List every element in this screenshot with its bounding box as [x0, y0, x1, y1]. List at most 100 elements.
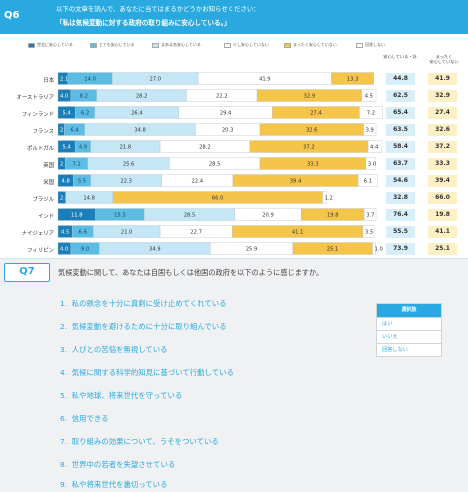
- country-label: フランス: [32, 128, 54, 135]
- reassured-total-value: 54.6: [386, 174, 415, 187]
- q7-item: 5. 私や地球、将来世代を守っている: [60, 391, 183, 400]
- bar-value-label: 9.0: [81, 247, 89, 253]
- bar-segment: [364, 208, 377, 221]
- country-label: フィンランド: [21, 111, 54, 118]
- bar-value-label: 22.3: [120, 179, 132, 185]
- legend-label: とても安心している: [99, 42, 135, 47]
- choices-header: 選択肢: [377, 304, 441, 317]
- bar-value-label: 41.1: [292, 230, 304, 236]
- bar-value-label: 6.1: [364, 179, 372, 185]
- bar-segment: [357, 174, 378, 187]
- bar-value-label: 20.9: [262, 213, 274, 219]
- q7-question: 気候変動に関して、あなたは自国もしくは他国の政府を以下のように感じますか。: [58, 268, 324, 277]
- legend-item: とても安心している: [90, 40, 135, 50]
- legend-swatch: [90, 42, 97, 48]
- bar-value-label: 1.2: [325, 196, 333, 202]
- bar-value-label: 6.2: [81, 111, 89, 117]
- bar-value-label: 28.5: [209, 162, 221, 168]
- reassured-total-value: 62.5: [386, 89, 415, 102]
- country-label: 米国: [43, 179, 54, 186]
- legend-swatch: [356, 42, 363, 48]
- bar-value-label: 3.5: [365, 230, 373, 236]
- bar-value-label: 25.9: [246, 247, 258, 253]
- column-header-reassured-total: 安心している・計: [383, 54, 417, 59]
- not-reassured-value: 25.1: [428, 242, 457, 255]
- bar-value-label: 66.0: [212, 196, 224, 202]
- country-label: インド: [37, 213, 54, 220]
- bar-value-label: 4.5: [61, 230, 69, 236]
- q7-item: 9. 私や将来世代を裏切っている: [60, 480, 168, 489]
- legend-label: 少し安心していない: [233, 42, 269, 47]
- bar-segment: [359, 106, 383, 119]
- country-label: 英国: [43, 162, 54, 169]
- q7-item: 3. 人びとの苦悩を無視している: [60, 345, 168, 354]
- legend-item: 完全に安心している: [28, 40, 73, 50]
- bar-value-label: 8.2: [80, 94, 88, 100]
- q7-item: 8. 世界中の若者を失望させている: [60, 460, 176, 469]
- bar-value-label: 21.8: [120, 145, 132, 151]
- country-label: オーストラリア: [16, 94, 54, 101]
- bar-value-label: 4.9: [79, 145, 87, 151]
- not-reassured-value: 37.2: [428, 140, 457, 153]
- not-reassured-value: 41.1: [428, 225, 457, 238]
- bar-value-label: 3.7: [366, 213, 374, 219]
- legend-item: 少し安心していない: [224, 40, 269, 50]
- choice-no-answer: 回答しない: [377, 343, 441, 356]
- q7-item: 2. 気候変動を避けるために十分に取り組んでいる: [60, 322, 227, 331]
- bar-segment: [331, 72, 374, 85]
- legend-item: まあまあ安心している: [152, 40, 201, 50]
- country-label: 日本: [43, 77, 54, 84]
- reassured-total-value: 32.8: [386, 191, 415, 204]
- bar-value-label: 6.4: [70, 128, 79, 134]
- q7-label: Q7: [4, 263, 50, 282]
- reassured-total-value: 55.5: [386, 225, 415, 238]
- q7-item: 4. 気候に関する科学的知見に基づいて行動している: [60, 368, 234, 377]
- bar-value-label: 5.4: [62, 145, 71, 151]
- bar-value-label: 7.1: [72, 162, 80, 168]
- bar-value-label: 28.2: [136, 94, 148, 100]
- bar-value-label: 39.4: [290, 179, 302, 185]
- bar-value-label: 7.2: [367, 111, 375, 117]
- reassured-total-value: 63.7: [386, 157, 415, 170]
- chart-legend: 完全に安心している とても安心している まあまあ安心している 少し安心していない…: [28, 40, 388, 50]
- bar-value-label: 27.0: [150, 77, 162, 83]
- bar-value-label: 22.4: [192, 179, 204, 185]
- q7-item: 7. 取り組みの効果について、うそをついている: [60, 437, 219, 446]
- bar-value-label: 41.9: [259, 77, 271, 83]
- bar-value-label: 27.4: [310, 111, 322, 117]
- not-reassured-value: 32.6: [428, 123, 457, 136]
- legend-item: 回答しない: [356, 40, 385, 50]
- q6-instruction: 以下の文章を読んで、あなたに当てはまるかどうかお知らせください：: [56, 5, 260, 13]
- bar-value-label: 15.3: [114, 213, 126, 219]
- country-label: ポルトガル: [27, 145, 54, 152]
- bar-value-label: 5.5: [78, 179, 86, 185]
- not-reassured-value: 39.4: [428, 174, 457, 187]
- choice-yes: はい: [377, 317, 441, 330]
- bar-value-label: 29.4: [220, 111, 232, 117]
- q7-item: 1. 私の懸念を十分に真剣に受け止めてくれている: [60, 299, 227, 308]
- bar-value-label: 22.2: [216, 94, 228, 100]
- bar-value-label: 3.0: [368, 162, 376, 168]
- legend-swatch: [28, 42, 35, 48]
- bar-value-label: 19.8: [327, 213, 339, 219]
- bar-segment: [367, 140, 383, 153]
- legend-swatch: [284, 42, 291, 48]
- q6-statement: 「私は気候変動に対する政府の取り組みに安心している。」: [56, 19, 231, 27]
- bar-value-label: 20.3: [222, 128, 234, 134]
- bar-value-label: 4.8: [62, 179, 70, 185]
- legend-label: まあまあ安心している: [161, 42, 201, 47]
- bar-value-label: 1.0: [375, 247, 383, 253]
- legend-label: まったく安心していない: [293, 42, 337, 47]
- choice-no: いいえ: [377, 330, 441, 343]
- bar-segment: [361, 89, 377, 102]
- reassured-total-value: 76.4: [386, 208, 415, 221]
- bar-value-label: 5.4: [62, 111, 71, 117]
- q6-header: Q6 以下の文章を読んで、あなたに当てはまるかどうかお知らせください： 「私は気…: [0, 0, 468, 34]
- bar-value-label: 2.0: [60, 128, 68, 134]
- bar-value-label: 14.0: [84, 77, 96, 83]
- reassured-total-value: 63.5: [386, 123, 415, 136]
- not-reassured-value: 32.9: [428, 89, 457, 102]
- legend-swatch: [224, 42, 231, 48]
- bar-value-label: 2.1: [60, 77, 68, 83]
- bar-value-label: 28.2: [199, 145, 211, 151]
